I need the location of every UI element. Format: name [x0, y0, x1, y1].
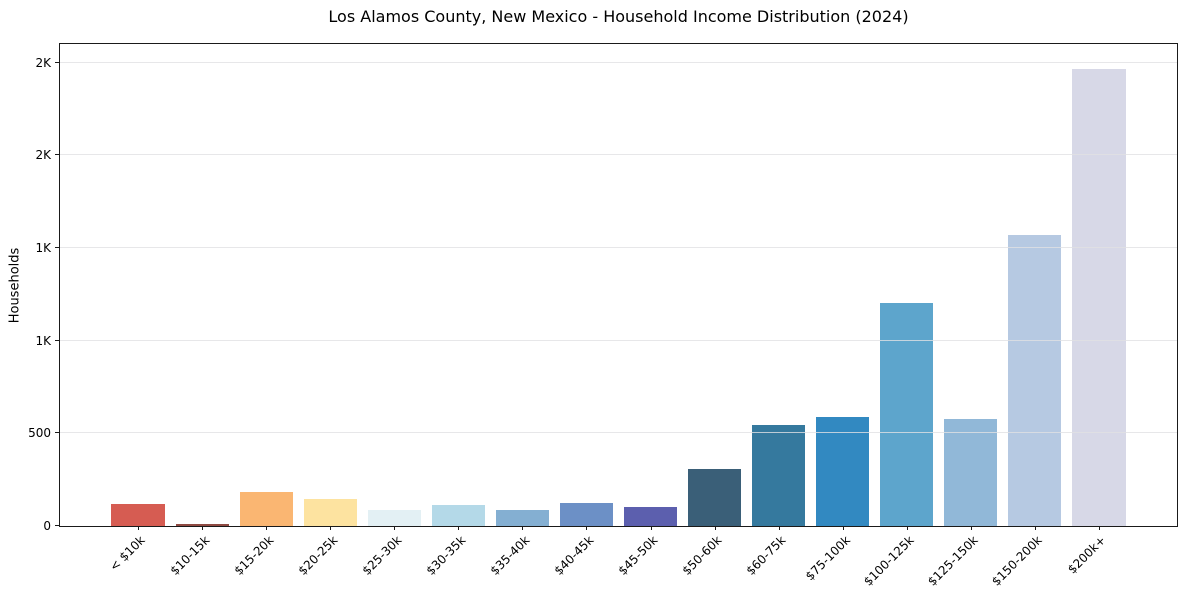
y-tick-label: 1K: [35, 333, 51, 348]
y-tick-label: 0: [43, 519, 51, 533]
bar-slot: < $10k: [106, 44, 170, 574]
bar-slot: $10-15k: [167, 44, 234, 578]
x-tick-mark: [842, 526, 844, 530]
y-axis-title-text: Households: [7, 247, 23, 323]
x-tick-mark: [778, 526, 780, 530]
x-tick-label: $60-75k: [743, 533, 789, 578]
bar-100-125k: [880, 302, 934, 526]
x-tick-label: $40-45k: [551, 533, 597, 578]
bar-slot: $125-150k: [925, 44, 1003, 589]
x-tick-label: $125-150k: [925, 533, 981, 589]
x-tick-mark: [394, 526, 396, 530]
y-tick-mark: [55, 432, 60, 434]
bar-10k: [111, 503, 165, 526]
bar-slot: $45-50k: [616, 44, 683, 578]
y-tick-mark: [55, 525, 60, 526]
x-tick-label: $200k+: [1065, 533, 1109, 577]
x-tick-label: $20-25k: [295, 533, 341, 578]
bar-slot: $50-60k: [680, 44, 747, 578]
bar-20-25k: [303, 499, 357, 526]
bar-15-20k: [239, 491, 293, 526]
y-tick-label: 500: [28, 426, 51, 441]
x-tick-mark: [522, 526, 524, 530]
bar-75-100k: [816, 416, 870, 526]
y-tick-mark: [55, 339, 60, 341]
bar-slot: $15-20k: [231, 44, 298, 578]
bar-slot: $150-200k: [989, 44, 1067, 589]
bar-slot: $30-35k: [423, 44, 490, 578]
x-tick-label: $50-60k: [679, 533, 725, 578]
bar-25-30k: [367, 510, 421, 526]
bar-slot: $75-100k: [802, 44, 875, 583]
x-tick-label: $30-35k: [423, 533, 469, 578]
bar-125-150k: [944, 419, 998, 526]
x-tick-label: $75-100k: [802, 533, 853, 584]
bar-slot: $200k+: [1065, 44, 1131, 577]
x-tick-label: $25-30k: [359, 533, 405, 578]
x-tick-mark: [458, 526, 460, 530]
x-tick-mark: [714, 526, 716, 530]
bar-slot: $25-30k: [359, 44, 426, 578]
y-tick-label: 2K: [35, 148, 51, 163]
y-tick-label: 1K: [35, 240, 51, 255]
bar-35-40k: [495, 510, 549, 526]
bar-slot: $100-125k: [861, 44, 939, 589]
x-tick-label: < $10k: [107, 533, 148, 574]
x-tick-mark: [650, 526, 652, 530]
x-tick-label: $15-20k: [231, 533, 277, 578]
bar-slot: $20-25k: [295, 44, 362, 578]
y-tick-mark: [55, 246, 60, 248]
y-tick-mark: [55, 154, 60, 156]
bars-row: < $10k $10-15k $15-20k $20-25k $25-30k $30-35…: [60, 44, 1177, 589]
bar-slot: $40-45k: [552, 44, 618, 578]
bar-40-45k: [559, 502, 614, 526]
x-tick-mark: [266, 526, 268, 530]
x-tick-mark: [586, 526, 588, 530]
x-tick-mark: [138, 526, 140, 530]
bar-60-75k: [752, 424, 806, 526]
bar-slot: $35-40k: [487, 44, 554, 578]
x-tick-mark: [906, 526, 908, 530]
bar-10-15k: [175, 524, 229, 526]
bar-45-50k: [623, 507, 678, 526]
x-tick-label: $35-40k: [487, 533, 533, 578]
x-tick-mark: [970, 526, 972, 530]
bar-50-60k: [688, 468, 742, 526]
bar-200k+: [1072, 69, 1126, 526]
x-tick-mark: [1098, 526, 1100, 530]
x-tick-label: $150-200k: [989, 533, 1045, 589]
x-tick-label: $45-50k: [615, 533, 661, 578]
x-tick-mark: [202, 526, 204, 530]
x-tick-label: $10-15k: [167, 533, 212, 578]
y-axis-title: Households: [2, 43, 28, 527]
bar-30-35k: [431, 504, 485, 526]
x-tick-label: $100-125k: [861, 533, 917, 589]
y-tick-label: 2K: [35, 55, 51, 70]
x-tick-mark: [1034, 526, 1036, 530]
x-tick-mark: [330, 526, 332, 530]
plot-area: 0 500 1K 1K 2K 2K < $10k $10-15k $15-20k $20-25k…: [28, 43, 1178, 589]
bar-slot: $60-75k: [744, 44, 811, 578]
bar-150-200k: [1008, 234, 1062, 526]
chart-title: Los Alamos County, New Mexico - Househol…: [328, 7, 909, 26]
y-tick-mark: [55, 61, 60, 63]
